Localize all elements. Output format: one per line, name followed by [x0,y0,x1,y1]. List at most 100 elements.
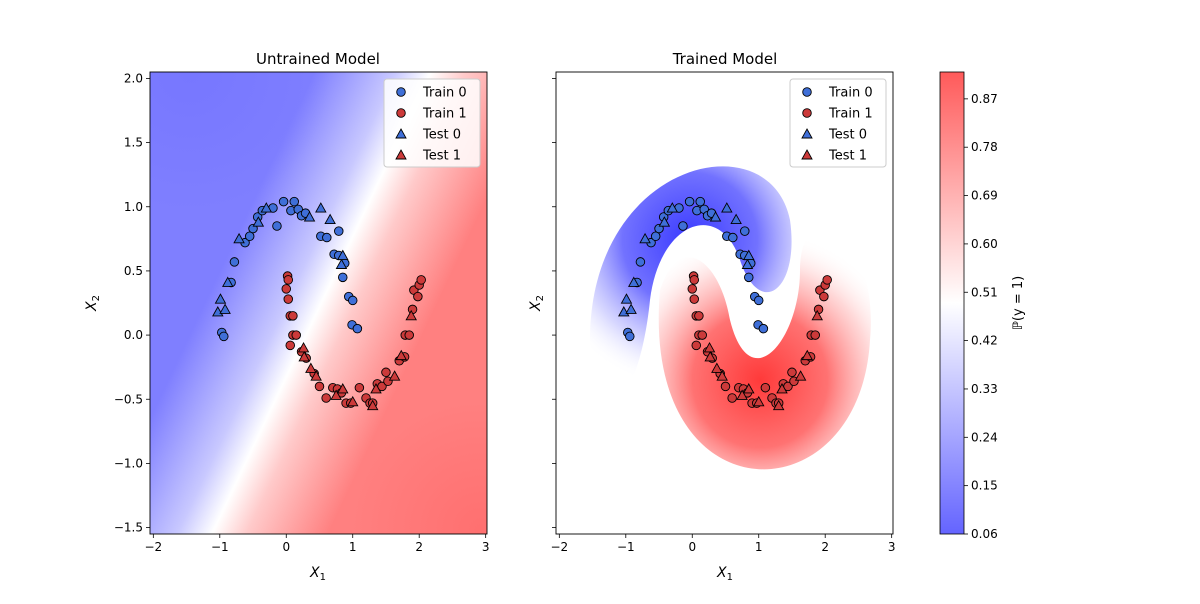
trained-legend-label: Test 0 [828,128,867,143]
trained-legend-label: Test 1 [828,149,867,164]
untrained-test0-point [324,213,336,225]
untrained-train1-point [291,330,301,340]
untrained-ytick-label: 0.5 [124,264,143,278]
colorbar-tick-label: 0.33 [971,382,998,396]
trained-train1-point [691,340,702,351]
trained-legend-label: Train 1 [828,107,873,122]
trained-train0-point [650,231,661,242]
untrained-train0-point [289,196,299,207]
untrained-ytick-label: 1.0 [124,200,143,214]
untrained-ytick-label: −0.5 [114,392,143,406]
untrained-test0-point [214,293,227,304]
trained-train0-point [744,272,754,283]
untrained-legend-label: Train 1 [422,107,467,122]
trained-train1-point [694,311,704,321]
trained-train1-point [822,275,832,285]
colorbar-tick-label: 0.69 [971,189,998,203]
untrained-test1-point [395,349,408,361]
trained-xtick-label: 0 [688,540,696,554]
untrained-test0-point [233,232,245,244]
untrained-train0-point [322,232,332,243]
trained-xtick-label: 2 [821,540,829,554]
untrained-test0-point [335,258,348,269]
trained-train0-point [740,226,750,236]
colorbar-tick-label: 0.15 [971,479,998,493]
colorbar-tick-label: 0.78 [971,140,998,154]
trained-axes-frame [555,71,894,535]
untrained-test0-point [222,276,234,287]
trained-train0-point [635,257,646,267]
trained-title: Trained Model [672,50,778,68]
untrained-train1-point [314,381,325,392]
trained-train1-point [819,291,829,302]
trained-train0-point [625,331,635,342]
trained-axes: −2 −1 0 1 2 3 Train 0 Train 1 Test 0 Test 1 [550,71,895,554]
untrained-test1-point [305,362,317,373]
untrained-train0-point [244,231,255,242]
untrained-test1-point [405,309,417,321]
trained-train0-point [728,232,738,243]
untrained-xtick-label: −2 [144,540,162,554]
colorbar-label: ℙ(y = 1) [1011,276,1026,330]
untrained-legend-marker [395,149,407,160]
trained-test0-point [628,276,640,287]
untrained-legend-marker [395,128,407,139]
colorbar-tick-label: 0.60 [971,237,998,251]
trained-train1-point [727,393,737,403]
untrained-test1-point [330,389,342,400]
trained-test0-point [666,202,679,213]
untrained-test0-point [252,216,265,227]
trained-train1-point [689,275,700,285]
trained-train1-point [760,382,771,393]
untrained-xtick-label: 0 [282,540,290,554]
trained-test0-point [625,303,637,314]
untrained-train0-point [334,226,344,236]
trained-test0-point [620,293,633,304]
untrained-xtick-label: 2 [415,540,423,554]
untrained-train1-point [416,275,426,285]
trained-train0-point [678,221,688,231]
trained-test0-point [709,211,722,222]
colorbar-gradient [939,71,965,535]
untrained-legend-marker [396,108,406,118]
untrained-train0-point [219,331,229,342]
trained-test0-point [721,202,733,213]
untrained-train1-point [354,382,365,393]
trained-legend-marker [802,87,812,97]
trained-test0-point [742,249,755,260]
untrained-axes-frame [149,71,488,535]
colorbar-tick-label: 0.24 [971,430,998,444]
trained-train0-point [684,196,695,207]
untrained-xlabel: X1 [309,565,326,583]
colorbar-tick-label: 0.06 [971,527,998,541]
trained-train1-point [787,367,797,378]
colorbar-tick-label: 0.87 [971,92,998,106]
trained-test1-point [742,383,755,394]
untrained-ytick-label: 2.0 [124,71,143,85]
untrained-ytick-label: 0.0 [124,328,143,342]
trained-test0-point [741,258,754,269]
untrained-xtick-label: −1 [211,540,229,554]
untrained-test0-point [219,303,231,314]
untrained-train1-point [321,393,331,403]
trained-test1-point [811,309,823,321]
trained-train1-point [720,381,731,392]
trained-test1-point [752,395,765,407]
untrained-test0-point [260,202,273,213]
untrained-train1-point [381,367,391,378]
trained-train0-point [758,323,769,334]
trained-xtick-label: 1 [755,540,763,554]
untrained-train1-point [413,291,423,302]
trained-ylabel: X2 [528,295,546,312]
untrained-train1-point [281,284,292,294]
trained-xtick-label: −2 [550,540,568,554]
untrained-test1-point [297,341,310,353]
untrained-legend [383,78,481,168]
trained-train0-point [695,196,705,207]
untrained-xtick-label: 3 [482,540,490,554]
untrained-test1-point [366,399,379,411]
trained-train1-point [697,330,707,340]
trained-test0-point [658,216,671,227]
untrained-test1-point [346,395,359,407]
